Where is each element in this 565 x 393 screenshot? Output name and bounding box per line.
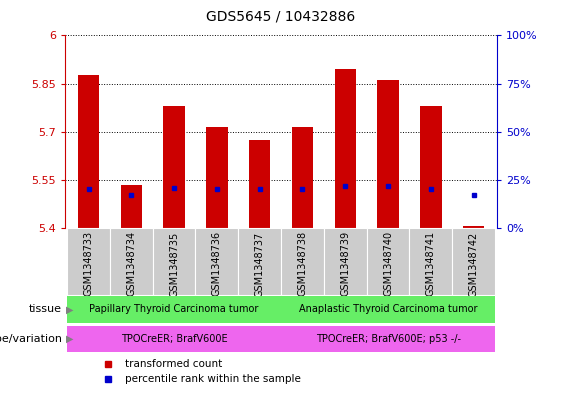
Bar bbox=[452, 228, 495, 295]
Text: Anaplastic Thyroid Carcinoma tumor: Anaplastic Thyroid Carcinoma tumor bbox=[299, 305, 477, 314]
Text: TPOCreER; BrafV600E; p53 -/-: TPOCreER; BrafV600E; p53 -/- bbox=[316, 334, 460, 344]
Text: GSM1348737: GSM1348737 bbox=[255, 231, 264, 297]
Text: tissue: tissue bbox=[29, 305, 62, 314]
Text: Papillary Thyroid Carcinoma tumor: Papillary Thyroid Carcinoma tumor bbox=[89, 305, 259, 314]
Text: genotype/variation: genotype/variation bbox=[0, 334, 62, 344]
Bar bbox=[206, 127, 228, 228]
Bar bbox=[410, 228, 452, 295]
Bar bbox=[463, 226, 484, 228]
Text: GSM1348735: GSM1348735 bbox=[169, 231, 179, 297]
Bar bbox=[120, 185, 142, 228]
Bar bbox=[324, 228, 367, 295]
Text: transformed count: transformed count bbox=[125, 358, 223, 369]
Text: TPOCreER; BrafV600E: TPOCreER; BrafV600E bbox=[121, 334, 228, 344]
Bar bbox=[292, 127, 313, 228]
Bar bbox=[367, 228, 410, 295]
Text: GSM1348734: GSM1348734 bbox=[127, 231, 136, 296]
Bar bbox=[67, 296, 281, 323]
Text: GDS5645 / 10432886: GDS5645 / 10432886 bbox=[206, 9, 356, 24]
Bar bbox=[195, 228, 238, 295]
Bar bbox=[67, 326, 281, 352]
Bar bbox=[281, 228, 324, 295]
Bar bbox=[163, 106, 185, 228]
Bar bbox=[110, 228, 153, 295]
Bar bbox=[281, 326, 495, 352]
Bar bbox=[420, 106, 442, 228]
Text: GSM1348741: GSM1348741 bbox=[426, 231, 436, 296]
Bar bbox=[377, 80, 399, 228]
Text: GSM1348740: GSM1348740 bbox=[383, 231, 393, 296]
Bar bbox=[334, 69, 356, 228]
Text: ▶: ▶ bbox=[66, 305, 73, 314]
Text: GSM1348742: GSM1348742 bbox=[468, 231, 479, 297]
Bar bbox=[249, 140, 271, 228]
Text: GSM1348739: GSM1348739 bbox=[340, 231, 350, 296]
Text: ▶: ▶ bbox=[66, 334, 73, 344]
Text: GSM1348738: GSM1348738 bbox=[298, 231, 307, 296]
Bar bbox=[67, 228, 110, 295]
Text: GSM1348733: GSM1348733 bbox=[84, 231, 94, 296]
Bar bbox=[78, 75, 99, 228]
Text: GSM1348736: GSM1348736 bbox=[212, 231, 222, 296]
Bar bbox=[153, 228, 195, 295]
Bar bbox=[281, 296, 495, 323]
Bar bbox=[238, 228, 281, 295]
Text: percentile rank within the sample: percentile rank within the sample bbox=[125, 374, 301, 384]
